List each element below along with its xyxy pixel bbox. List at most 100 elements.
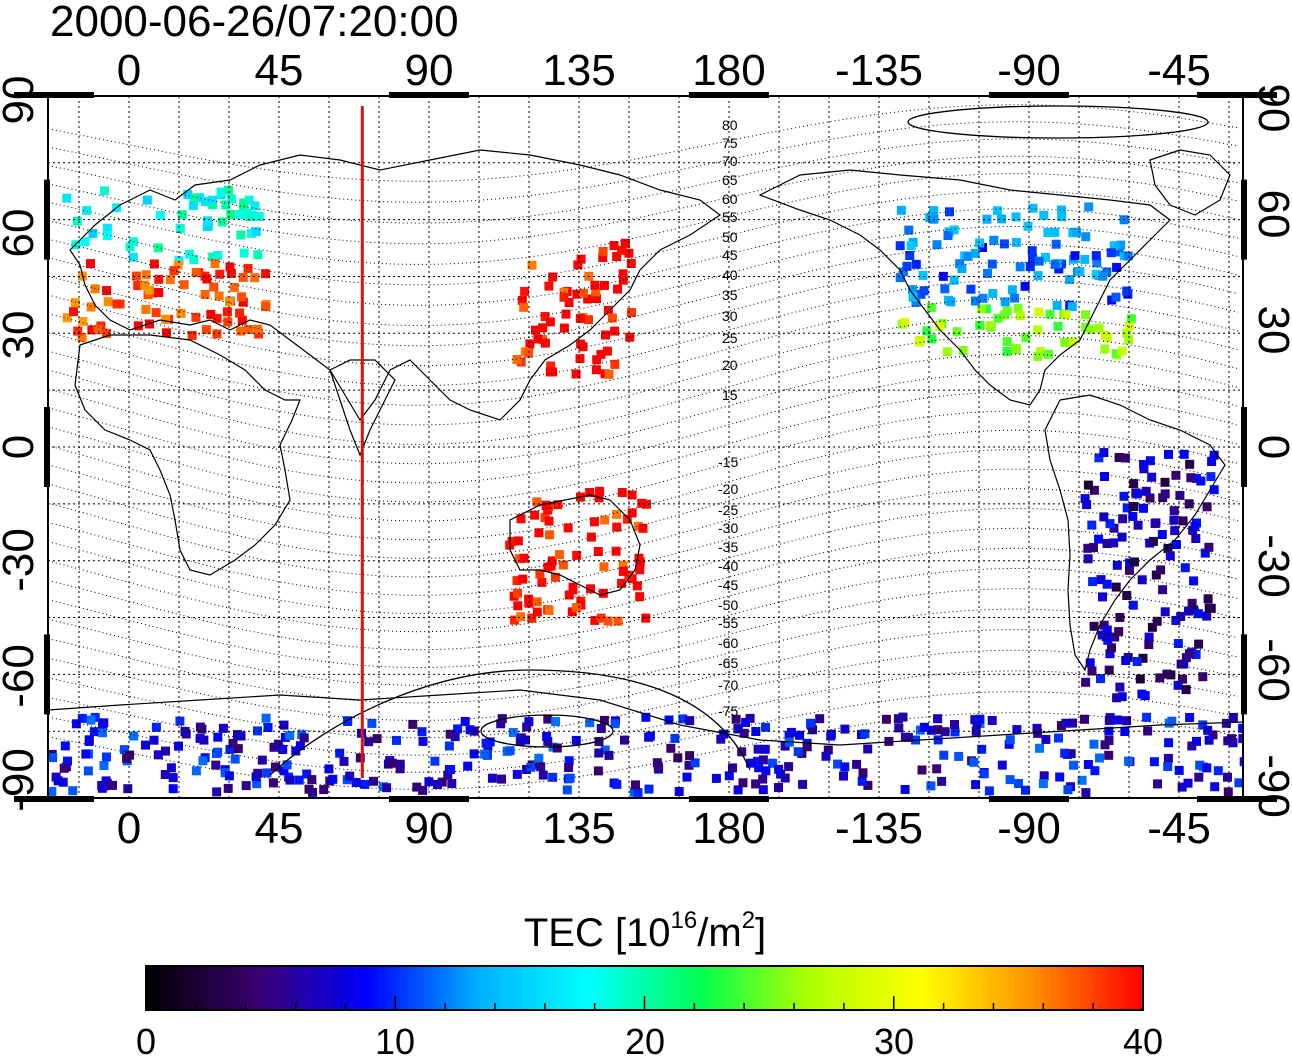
tec-cell (1081, 232, 1091, 242)
tec-cell (1000, 297, 1010, 307)
tec-cell (852, 759, 862, 769)
tec-cell (253, 726, 262, 736)
tec-cell (162, 328, 171, 338)
tec-cell (863, 744, 873, 754)
tec-cell (1089, 739, 1099, 749)
tec-cell (102, 752, 111, 762)
tec-cell (1176, 612, 1186, 621)
tec-cell (197, 724, 207, 734)
tec-cell (908, 292, 918, 302)
tec-cell (509, 615, 519, 625)
tec-cell (295, 741, 305, 751)
tec-cell (753, 756, 762, 766)
contour-label: 20 (722, 357, 738, 373)
tec-cell (206, 309, 216, 319)
tec-cell (682, 772, 692, 782)
tec-cell (250, 273, 260, 283)
tec-cell (82, 205, 92, 215)
tec-cell (179, 280, 189, 290)
contour-label: 50 (722, 229, 738, 245)
tec-cell (145, 285, 154, 295)
tec-cell (512, 576, 522, 586)
tec-cell (1036, 347, 1046, 357)
tec-cell (1137, 575, 1147, 585)
tec-cell (1200, 548, 1210, 558)
tec-cell (971, 780, 981, 790)
tec-cell (1123, 251, 1133, 261)
tec-cell (1109, 241, 1119, 251)
tec-cell (895, 273, 905, 283)
tec-cell (155, 210, 165, 220)
tec-cell (460, 717, 470, 726)
tec-cell (149, 735, 159, 745)
tec-cell (299, 733, 309, 743)
tec-cell (1119, 491, 1129, 501)
contour-label: -55 (718, 615, 738, 631)
tec-cell (212, 313, 222, 323)
tec-cell (1180, 563, 1190, 573)
contour-line (48, 527, 1239, 633)
tec-cell (1141, 486, 1151, 496)
tec-cell (261, 713, 271, 723)
tec-cell (213, 747, 223, 757)
tec-cell (98, 722, 107, 732)
colorbar-tick-label: 30 (874, 1021, 914, 1057)
tec-cell (1238, 734, 1243, 744)
tec-cell (217, 217, 227, 227)
contour-label: 25 (722, 330, 738, 346)
tec-cell (564, 756, 574, 766)
tec-cell (562, 785, 572, 795)
map-grid (48, 96, 1243, 798)
contour-label: 15 (722, 387, 738, 403)
tec-cell (926, 781, 936, 791)
tec-cell (547, 556, 557, 566)
tec-cell (1033, 325, 1043, 335)
lon-tick-bottom: -135 (835, 804, 923, 853)
tec-cell (1060, 748, 1070, 758)
contour-line (48, 670, 1239, 756)
tec-cell (1104, 716, 1114, 725)
tec-cell (1148, 536, 1158, 546)
tec-cell (969, 757, 979, 767)
tec-cell (1132, 489, 1142, 499)
tec-cell (543, 736, 553, 746)
tec-cell (1077, 775, 1087, 785)
tec-cell (900, 318, 910, 327)
tec-cell (728, 763, 737, 773)
tec-cell (1033, 728, 1043, 738)
tec-cell (1175, 490, 1185, 500)
tec-cell (84, 735, 94, 745)
edge-tick-bottom (689, 796, 769, 802)
tec-cell (918, 270, 928, 280)
tec-cell (1101, 632, 1111, 642)
tec-cell (984, 786, 994, 796)
tec-cell (62, 193, 72, 203)
tec-cell (1140, 691, 1150, 701)
tec-cell (516, 514, 526, 524)
tec-cell (594, 493, 604, 503)
colorbar-title-exponent: 16 (671, 907, 698, 934)
tec-cell (568, 582, 578, 592)
tec-cell (453, 724, 463, 734)
contour-line (48, 372, 1239, 484)
tec-cell (319, 785, 329, 795)
tec-cell (517, 295, 527, 305)
tec-cell (774, 764, 784, 774)
contour-line (48, 316, 1239, 426)
tec-cell (48, 786, 57, 796)
tec-cell (364, 737, 374, 747)
tec-cell (554, 550, 564, 560)
tec-cell (1139, 503, 1148, 513)
tec-cell (949, 275, 959, 285)
tec-cell (213, 251, 223, 260)
tec-cell (652, 758, 662, 768)
tec-cell (1033, 271, 1043, 281)
tec-cell (235, 210, 245, 219)
tec-cell (203, 216, 212, 226)
tec-cell (561, 309, 571, 319)
tec-cell (225, 262, 235, 272)
tec-cell (637, 498, 647, 508)
tec-cell (839, 771, 848, 781)
tec-cell (307, 775, 317, 785)
lat-tick-left: 90 (0, 76, 43, 125)
